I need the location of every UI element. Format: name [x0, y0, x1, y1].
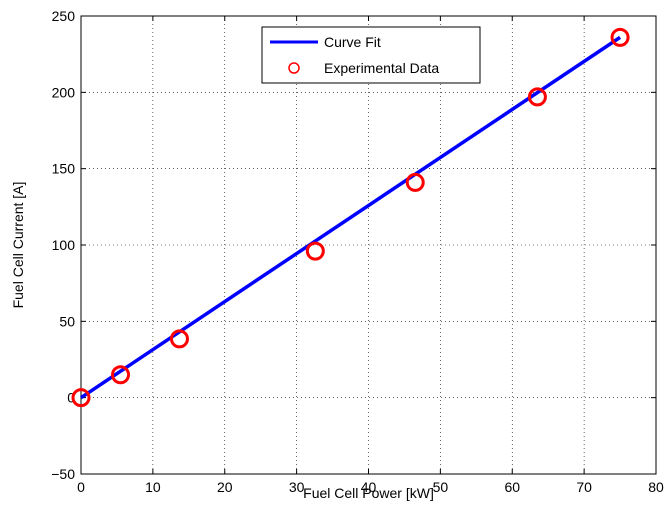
- x-tick-label: 40: [361, 479, 377, 495]
- y-tick-label: 0: [67, 390, 75, 406]
- y-tick-label: 100: [52, 237, 76, 253]
- experimental-data-point: [527, 87, 547, 107]
- x-tick-label: 50: [433, 479, 449, 495]
- legend-label-experimental-data: Experimental Data: [324, 60, 439, 76]
- grid: [81, 16, 656, 474]
- y-tick-label: 150: [52, 161, 76, 177]
- experimental-data-point: [305, 241, 325, 261]
- axis-ticks: [80, 15, 657, 475]
- experimental-data-point: [610, 27, 630, 47]
- x-tick-label: 30: [289, 479, 305, 495]
- y-tick-label: 200: [52, 84, 76, 100]
- legend-swatch-experimental-data: [288, 62, 300, 74]
- x-tick-label: 80: [648, 479, 664, 495]
- x-tick-label: 60: [504, 479, 520, 495]
- x-axis-label: Fuel Cell Power [kW]: [303, 485, 434, 501]
- experimental-data-point: [71, 388, 91, 408]
- experimental-data-point: [111, 365, 131, 385]
- legend-box: [261, 26, 481, 84]
- y-tick-label: 50: [59, 313, 75, 329]
- y-axis-label: Fuel Cell Current [A]: [10, 182, 26, 309]
- experimental-data-point: [405, 172, 425, 192]
- legend: Curve Fit Experimental Data: [261, 26, 481, 84]
- experimental-data-point: [169, 329, 189, 349]
- legend-label-curve-fit: Curve Fit: [324, 34, 381, 50]
- x-tick-label: 10: [145, 479, 161, 495]
- x-tick-label: 70: [576, 479, 592, 495]
- y-tick-label: 250: [52, 8, 76, 24]
- series-layer: [71, 27, 630, 408]
- x-tick-label: 20: [217, 479, 233, 495]
- x-tick-label: 0: [77, 479, 85, 495]
- y-tick-label: −50: [51, 466, 75, 482]
